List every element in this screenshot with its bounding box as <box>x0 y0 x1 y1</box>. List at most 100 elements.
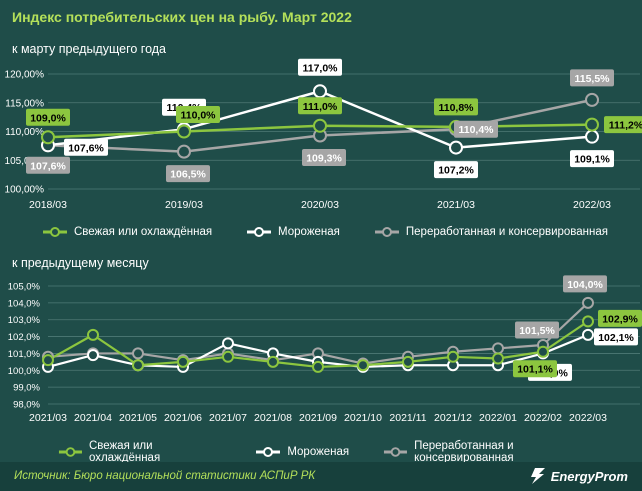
legend-label-frozen: Мороженая <box>287 446 350 458</box>
y-tick-label: 110,00% <box>5 127 44 138</box>
data-point-fresh <box>585 117 599 132</box>
x-tick-label: 2022/02 <box>524 412 562 424</box>
data-label-box <box>454 120 498 138</box>
x-tick-label: 2021/09 <box>299 412 337 424</box>
x-tick-label: 2021/05 <box>119 412 157 424</box>
data-label-text: 109,0% <box>30 112 66 124</box>
legend-item-frozen: Мороженая <box>246 226 340 238</box>
legend-swatch-fresh <box>58 447 82 457</box>
data-label-text: 106,5% <box>170 169 206 181</box>
chart1-subtitle: к марту предыдущего года <box>12 42 166 56</box>
chart2-legend: Свежая или охлаждённая Мороженая Перераб… <box>58 440 642 464</box>
data-label-fresh: 110,0% <box>176 106 220 123</box>
y-tick-label: 98,0% <box>13 400 40 411</box>
data-label-fresh: 110,8% <box>434 98 478 116</box>
data-label-fresh: 111,2% <box>604 116 642 134</box>
data-label-text: 102,9% <box>602 313 638 325</box>
footer: Источник: Бюро национальной статистики А… <box>0 462 642 491</box>
data-point-frozen <box>222 337 234 350</box>
data-label-text: 110,4% <box>458 124 494 136</box>
data-point-fresh <box>177 355 189 368</box>
legend-label-fresh: Свежая или охлаждённая <box>88 440 161 464</box>
data-point-fresh <box>41 130 55 145</box>
legend-item-fresh: Свежая или охлаждённая <box>58 440 221 464</box>
data-point-fresh <box>177 124 191 139</box>
data-label-text: 107,6% <box>68 142 104 154</box>
chart2-subtitle: к предыдущему месяцу <box>12 256 149 270</box>
x-tick-label: 2020/03 <box>301 199 339 211</box>
data-point-processed <box>585 92 599 107</box>
data-label-text: 107,2% <box>438 165 474 177</box>
data-label-text: 110,0% <box>180 110 216 122</box>
data-point-fresh <box>267 355 279 368</box>
data-label-text: 102,1% <box>598 332 634 344</box>
data-label-fresh: 109,0% <box>26 108 70 126</box>
data-label-box <box>598 309 642 327</box>
data-label-text: 110,8% <box>438 102 474 114</box>
data-point-frozen <box>582 328 594 341</box>
legend-swatch-fresh <box>43 227 67 237</box>
data-point-fresh <box>492 352 504 365</box>
data-point-fresh <box>313 118 327 133</box>
x-tick-label: 2021/11 <box>389 412 426 424</box>
data-label-box <box>434 161 478 179</box>
x-tick-label: 2022/01 <box>479 412 517 424</box>
data-point-fresh <box>87 328 99 341</box>
data-label-box <box>26 156 70 174</box>
y-tick-label: 99,0% <box>13 383 40 394</box>
y-tick-label: 100,00% <box>5 185 45 196</box>
logo-text: EnergyProm <box>550 468 628 484</box>
data-label-box <box>434 98 478 116</box>
y-tick-label: 101,0% <box>8 349 41 360</box>
y-tick-label: 100,0% <box>8 366 41 377</box>
x-tick-label: 2021/04 <box>74 412 112 424</box>
data-point-processed <box>492 342 504 355</box>
data-label-box <box>570 150 614 168</box>
data-point-processed <box>132 347 144 360</box>
y-tick-label: 103,0% <box>8 315 41 326</box>
x-tick-label: 2021/03 <box>437 199 475 211</box>
data-label-text: 101,5% <box>519 325 555 337</box>
data-label-processed: 109,3% <box>302 149 346 167</box>
x-tick-label: 2019/03 <box>165 199 203 211</box>
data-label-frozen: 107,6% <box>64 138 108 156</box>
data-label-box <box>176 106 220 123</box>
data-label-fresh: 101,1% <box>513 360 557 378</box>
legend-label-processed: Переработанная и консервированная <box>414 440 514 464</box>
data-label-box <box>570 69 614 87</box>
data-label-text: 104,0% <box>567 279 603 291</box>
x-tick-label: 2021/06 <box>164 412 202 424</box>
data-label-box <box>298 97 342 115</box>
legend-item-fresh: Свежая или охлаждённая <box>42 226 212 238</box>
data-label-text: 109,3% <box>306 153 342 165</box>
data-label-text: 117,0% <box>302 62 338 74</box>
data-label-box <box>604 116 642 134</box>
data-point-fresh <box>537 345 549 358</box>
data-point-fresh <box>447 350 459 363</box>
legend-swatch-frozen <box>256 447 281 457</box>
y-tick-label: 120,00% <box>5 70 45 81</box>
data-label-text: 111,0% <box>303 101 338 113</box>
data-label-box <box>302 149 346 167</box>
data-label-box <box>26 108 70 126</box>
x-tick-label: 2022/03 <box>569 412 607 424</box>
data-point-fresh <box>42 354 54 367</box>
y-tick-label: 102,0% <box>8 332 41 343</box>
data-label-processed: 106,5% <box>166 165 210 183</box>
legend-label-fresh: Свежая или охлаждённая <box>74 226 213 238</box>
data-label-fresh: 111,0% <box>298 97 342 115</box>
y-tick-label: 105,00% <box>5 156 45 167</box>
data-point-fresh <box>132 359 144 372</box>
data-label-text: 111,2% <box>609 120 642 132</box>
data-label-frozen: 107,2% <box>434 161 478 179</box>
data-label-box <box>298 58 342 76</box>
y-tick-label: 104,0% <box>8 298 41 309</box>
x-tick-label: 2022/03 <box>573 199 611 211</box>
data-point-fresh <box>582 315 594 328</box>
data-label-frozen: 102,1% <box>594 328 638 346</box>
legend-item-processed: Переработанная и консервированная <box>383 440 608 464</box>
x-tick-label: 2021/10 <box>344 412 382 424</box>
